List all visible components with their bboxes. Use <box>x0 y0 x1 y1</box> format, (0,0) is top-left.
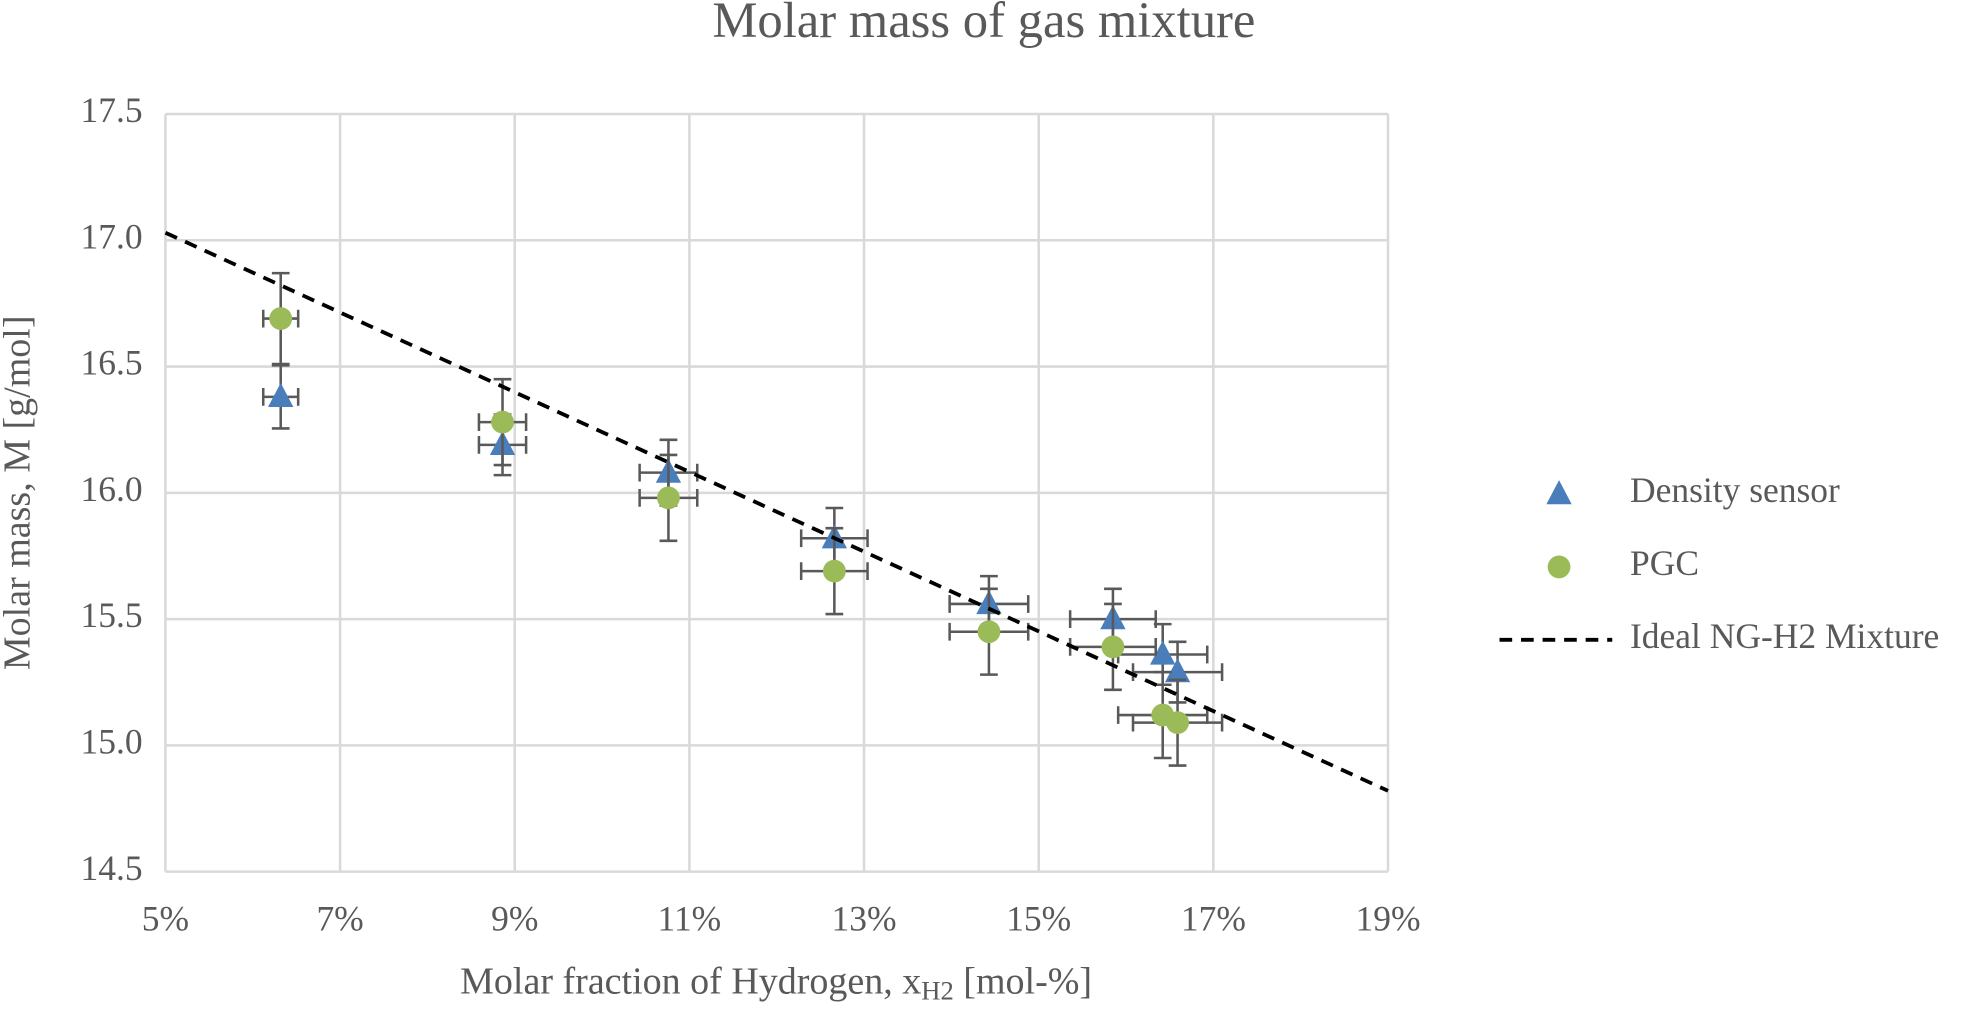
chart-title: Molar mass of gas mixture <box>712 0 1255 48</box>
triangle-marker <box>268 382 294 408</box>
y-tick-label: 14.5 <box>81 848 143 888</box>
legend-label: Ideal NG-H2 Mixture <box>1630 616 1939 656</box>
x-tick-label: 5% <box>142 898 189 938</box>
x-tick-label: 15% <box>1006 898 1071 938</box>
x-axis-title: Molar fraction of Hydrogen, xH2 [mol-%] <box>460 960 1092 1005</box>
triangle-marker <box>1150 640 1176 665</box>
y-tick-label: 16.5 <box>81 343 143 383</box>
x-axis-title-main: Molar fraction of Hydrogen, x <box>460 960 921 1002</box>
x-tick-label: 11% <box>658 898 722 938</box>
circle-marker <box>657 486 680 510</box>
x-tick-label: 17% <box>1181 898 1246 938</box>
series-group <box>261 271 1224 767</box>
x-tick-label: 13% <box>832 898 897 938</box>
legend-label: Density sensor <box>1630 470 1840 510</box>
x-axis-title-subscript: H2 <box>921 975 954 1005</box>
triangle-marker <box>1164 658 1191 683</box>
y-tick-label: 16.0 <box>81 469 143 509</box>
circle-marker <box>1166 711 1189 735</box>
x-tick-label: 7% <box>316 898 363 938</box>
y-axis-title: Molar mass, M [g/mol] <box>0 316 39 671</box>
circle-marker <box>1101 635 1125 659</box>
x-tick-label: 19% <box>1356 898 1421 938</box>
series-group <box>261 364 1224 704</box>
circle-marker <box>822 559 846 583</box>
x-axis-title-suffix: [mol-%] <box>954 960 1092 1002</box>
circle-marker <box>491 410 514 434</box>
series-group <box>164 230 1389 793</box>
legend-label: PGC <box>1630 543 1699 583</box>
y-tick-label: 17.5 <box>81 90 143 130</box>
x-tick-label: 9% <box>491 898 538 938</box>
circle-marker <box>977 620 1001 644</box>
y-tick-label: 15.0 <box>81 722 143 762</box>
trend-line <box>164 230 1389 793</box>
legend-marker <box>1547 555 1571 579</box>
legend-marker <box>1546 480 1572 505</box>
circle-marker <box>269 307 293 330</box>
y-tick-label: 15.5 <box>81 595 143 635</box>
y-tick-label: 17.0 <box>81 216 143 256</box>
